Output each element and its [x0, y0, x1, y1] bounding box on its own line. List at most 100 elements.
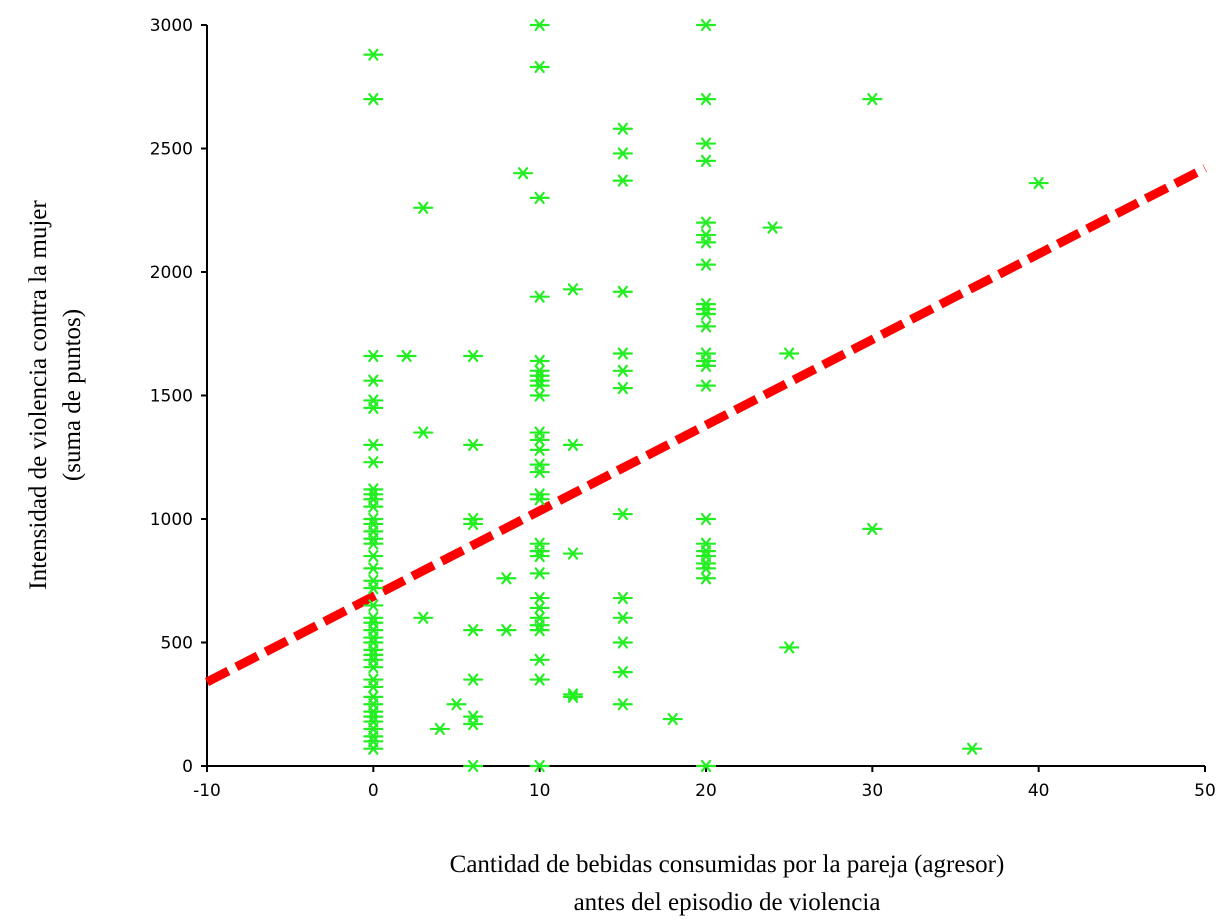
point-stroke — [368, 562, 379, 575]
point-stroke — [700, 18, 712, 32]
data-point — [762, 221, 783, 234]
point-stroke — [534, 549, 545, 563]
point-stroke — [368, 438, 379, 451]
point-stroke — [534, 653, 545, 666]
data-point — [695, 572, 717, 585]
data-point — [363, 582, 384, 595]
y-tick-label: 0 — [182, 757, 193, 777]
point-stroke — [567, 547, 579, 560]
data-point — [463, 349, 484, 363]
data-point — [463, 517, 484, 531]
data-point — [363, 574, 384, 587]
point-stroke — [567, 690, 579, 703]
point-stroke — [617, 666, 628, 679]
point-stroke — [534, 443, 545, 456]
point-stroke — [534, 379, 545, 392]
data-point — [529, 759, 550, 773]
point-stroke — [700, 562, 712, 575]
data-point — [962, 742, 983, 755]
data-point — [529, 443, 550, 456]
point-stroke — [784, 641, 795, 654]
data-point — [529, 653, 550, 666]
data-point — [363, 698, 384, 711]
point-stroke — [468, 673, 479, 686]
point-stroke — [700, 92, 712, 106]
data-point — [363, 438, 384, 451]
point-stroke — [567, 283, 579, 296]
point-stroke — [534, 389, 545, 402]
data-point — [695, 236, 717, 249]
data-point — [446, 698, 467, 711]
data-point — [413, 426, 434, 439]
x-axis-title-line1: Cantidad de bebidas consumidas por la pa… — [450, 851, 1005, 878]
point-stroke — [700, 258, 712, 271]
data-point — [363, 374, 384, 387]
data-point — [529, 191, 550, 204]
data-point — [463, 759, 484, 773]
point-stroke — [418, 611, 429, 624]
data-point — [529, 567, 550, 580]
point-stroke — [368, 537, 379, 550]
data-point — [363, 48, 384, 61]
point-stroke — [468, 438, 479, 451]
data-point — [529, 290, 550, 303]
data-point — [529, 549, 550, 563]
point-stroke — [534, 191, 545, 204]
point-stroke — [434, 722, 445, 736]
data-point — [529, 591, 550, 605]
data-point — [529, 433, 550, 447]
point-stroke — [617, 611, 628, 624]
data-point — [529, 673, 550, 686]
data-point — [363, 661, 384, 674]
data-point — [695, 347, 717, 360]
y-tick-label: 1500 — [150, 387, 193, 407]
data-point — [612, 364, 633, 377]
data-point — [529, 458, 550, 471]
point-stroke — [700, 216, 712, 229]
point-stroke — [1033, 176, 1044, 190]
point-stroke — [700, 512, 712, 526]
point-stroke — [867, 92, 878, 106]
data-point — [429, 722, 450, 736]
point-stroke — [534, 354, 545, 368]
data-point — [529, 426, 550, 439]
data-point — [363, 92, 384, 106]
data-point — [512, 167, 534, 180]
point-stroke — [867, 522, 878, 535]
point-stroke — [617, 364, 628, 377]
data-point — [529, 354, 550, 368]
data-point — [695, 512, 717, 526]
data-point — [695, 307, 717, 321]
point-stroke — [617, 698, 628, 711]
point-stroke — [451, 698, 462, 711]
data-point — [695, 18, 717, 32]
point-stroke — [468, 759, 479, 773]
y-tick-label: 3000 — [150, 16, 193, 36]
data-point — [612, 636, 633, 649]
data-point — [612, 285, 633, 298]
point-stroke — [368, 456, 379, 469]
data-point — [612, 174, 633, 187]
point-stroke — [368, 401, 379, 414]
data-point — [779, 347, 800, 360]
y-tick-label: 1000 — [150, 510, 193, 530]
y-tick-label: 500 — [161, 634, 193, 654]
data-point — [562, 547, 584, 560]
data-point — [363, 599, 384, 612]
point-stroke — [700, 154, 712, 167]
x-tick-label: 20 — [695, 781, 717, 801]
point-stroke — [617, 591, 628, 605]
point-stroke — [617, 347, 628, 360]
point-stroke — [700, 359, 712, 372]
point-stroke — [767, 221, 778, 234]
point-stroke — [468, 717, 479, 731]
point-stroke — [418, 201, 429, 214]
data-point — [363, 673, 384, 686]
point-stroke — [534, 601, 545, 615]
y-tick-label: 2500 — [150, 140, 193, 160]
point-stroke — [617, 122, 628, 135]
point-stroke — [967, 742, 978, 755]
point-stroke — [567, 438, 579, 451]
data-point — [463, 438, 484, 451]
point-stroke — [534, 290, 545, 303]
